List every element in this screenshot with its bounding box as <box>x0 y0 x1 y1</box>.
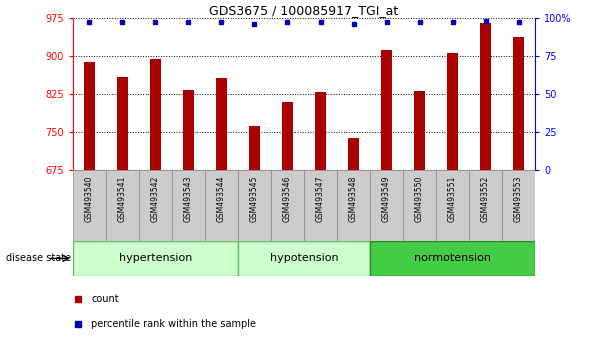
Bar <box>447 53 458 170</box>
Text: GSM493547: GSM493547 <box>316 176 325 222</box>
Text: GSM493551: GSM493551 <box>448 176 457 222</box>
Bar <box>315 92 326 170</box>
Bar <box>249 126 260 170</box>
Bar <box>282 102 293 170</box>
Bar <box>469 170 502 241</box>
Bar <box>238 241 370 276</box>
Text: GSM493545: GSM493545 <box>250 176 259 222</box>
Text: hypotension: hypotension <box>270 253 338 263</box>
Text: GSM493541: GSM493541 <box>118 176 127 222</box>
Bar <box>348 138 359 170</box>
Bar <box>150 59 161 170</box>
Bar <box>337 170 370 241</box>
Text: GSM493553: GSM493553 <box>514 176 523 222</box>
Bar <box>139 170 172 241</box>
Bar <box>205 170 238 241</box>
Text: GSM493543: GSM493543 <box>184 176 193 222</box>
Title: GDS3675 / 100085917_TGI_at: GDS3675 / 100085917_TGI_at <box>209 4 399 17</box>
Bar <box>106 170 139 241</box>
Text: percentile rank within the sample: percentile rank within the sample <box>91 319 257 329</box>
Bar <box>480 23 491 170</box>
Bar <box>381 50 392 170</box>
Bar <box>502 170 535 241</box>
Bar <box>84 62 95 170</box>
Bar <box>413 91 425 170</box>
Text: hypertension: hypertension <box>119 253 192 263</box>
Bar <box>73 241 535 276</box>
Bar <box>370 241 535 276</box>
Bar <box>172 170 205 241</box>
Text: GSM493549: GSM493549 <box>382 176 391 222</box>
Text: GSM493540: GSM493540 <box>85 176 94 222</box>
Text: GSM493542: GSM493542 <box>151 176 160 222</box>
Bar <box>370 170 403 241</box>
Text: GSM493546: GSM493546 <box>283 176 292 222</box>
Text: GSM493544: GSM493544 <box>217 176 226 222</box>
Bar <box>216 78 227 170</box>
Bar <box>73 170 106 241</box>
Text: disease state: disease state <box>5 253 71 263</box>
Text: count: count <box>91 294 119 304</box>
Bar <box>513 37 524 170</box>
Bar <box>238 170 271 241</box>
Bar <box>436 170 469 241</box>
Text: GSM493552: GSM493552 <box>481 176 490 222</box>
Text: GSM493550: GSM493550 <box>415 176 424 222</box>
Bar <box>73 241 238 276</box>
Bar <box>304 170 337 241</box>
Text: normotension: normotension <box>414 253 491 263</box>
Bar <box>182 90 195 170</box>
Text: GSM493548: GSM493548 <box>349 176 358 222</box>
Bar <box>117 77 128 170</box>
Bar <box>271 170 304 241</box>
Bar <box>403 170 436 241</box>
